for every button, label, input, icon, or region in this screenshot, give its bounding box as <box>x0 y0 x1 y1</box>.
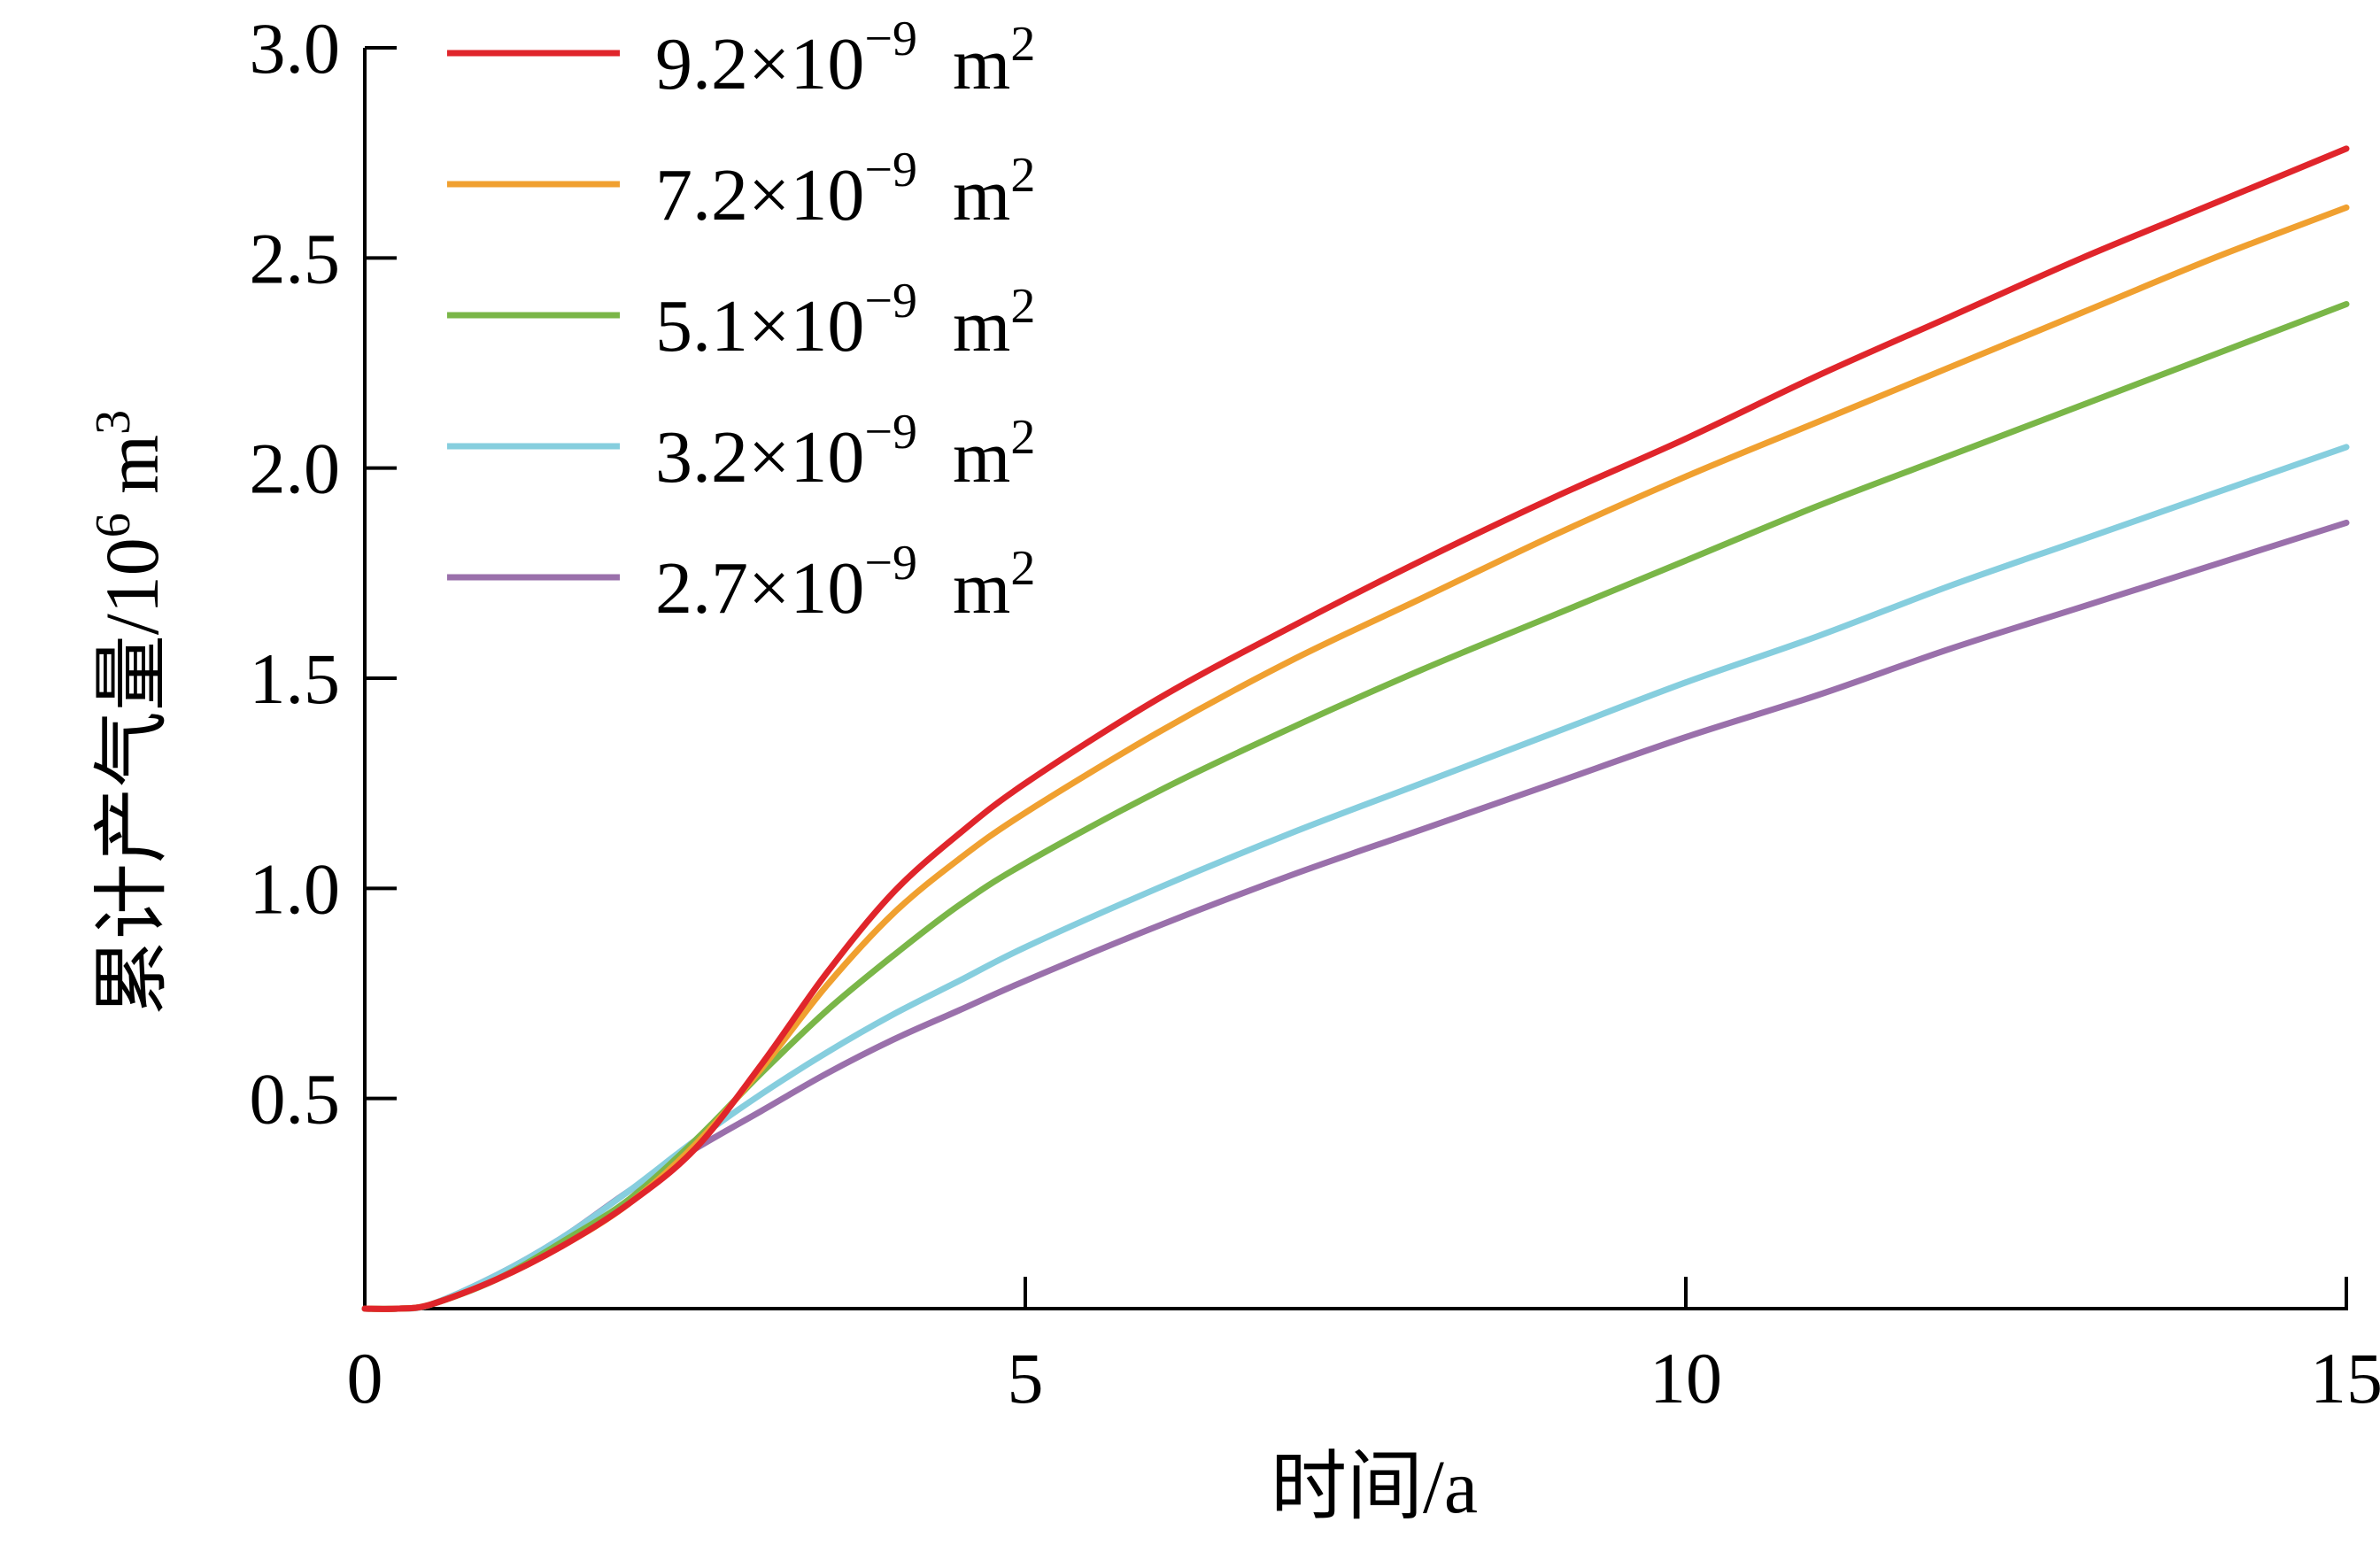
x-tick-label: 0 <box>347 1338 383 1418</box>
axes: 0 5 10 15 0.5 1.0 1.5 2.0 2.5 3.0 <box>250 8 2380 1418</box>
y-tick-label: 1.5 <box>250 638 341 719</box>
series-line <box>365 522 2346 1309</box>
y-tick-label: 0.5 <box>250 1059 341 1140</box>
x-tick-label: 5 <box>1008 1338 1044 1418</box>
x-axis-title: 时间/a <box>1271 1444 1478 1529</box>
x-tick-label: 15 <box>2310 1338 2380 1418</box>
y-axis-title: 累计产气量/106 m3 <box>86 410 174 1016</box>
y-tick-label: 1.0 <box>250 848 341 929</box>
y-tick-label: 2.5 <box>250 218 341 298</box>
series-line <box>365 207 2346 1309</box>
y-tick-label: 2.0 <box>250 429 341 509</box>
x-tick-label: 10 <box>1650 1338 1722 1418</box>
y-tick-label: 3.0 <box>250 8 341 89</box>
